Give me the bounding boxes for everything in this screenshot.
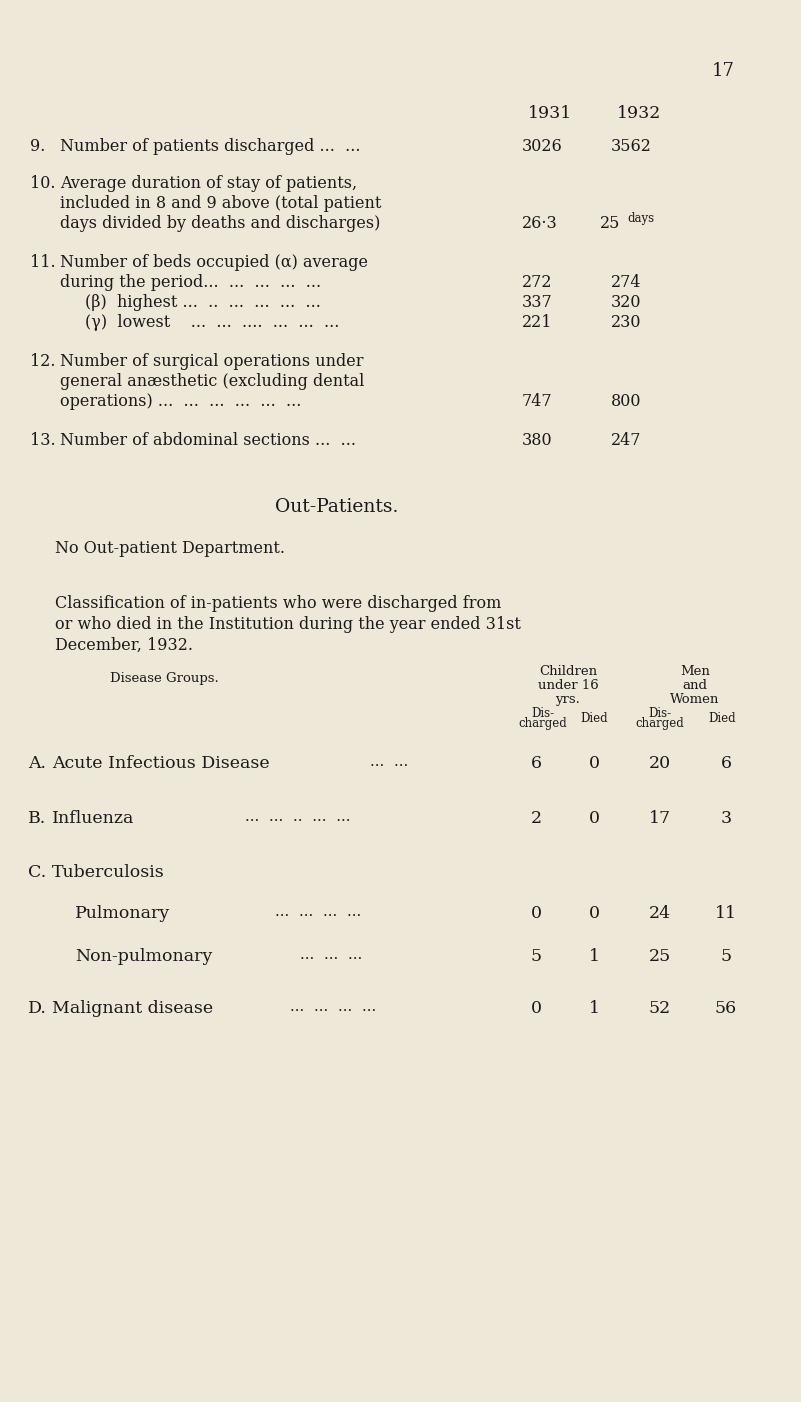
Text: B.: B. (28, 810, 46, 827)
Text: Dis-: Dis- (649, 707, 671, 721)
Text: Men: Men (680, 665, 710, 679)
Text: under 16: under 16 (537, 679, 598, 693)
Text: 25: 25 (649, 948, 671, 965)
Text: No Out-patient Department.: No Out-patient Department. (55, 540, 285, 557)
Text: Number of patients discharged ...  ...: Number of patients discharged ... ... (60, 137, 360, 156)
Text: 5: 5 (720, 948, 731, 965)
Text: 56: 56 (715, 1000, 737, 1016)
Text: Pulmonary: Pulmonary (75, 906, 171, 923)
Text: days: days (627, 212, 654, 224)
Text: 5: 5 (530, 948, 541, 965)
Text: charged: charged (518, 716, 567, 730)
Text: 337: 337 (522, 294, 553, 311)
Text: Acute Infectious Disease: Acute Infectious Disease (52, 756, 270, 773)
Text: (γ)  lowest    ...  ...  ....  ...  ...  ...: (γ) lowest ... ... .... ... ... ... (85, 314, 340, 331)
Text: C.: C. (28, 864, 46, 880)
Text: (β)  highest ...  ..  ...  ...  ...  ...: (β) highest ... .. ... ... ... ... (85, 294, 321, 311)
Text: 747: 747 (522, 393, 553, 409)
Text: Died: Died (708, 712, 736, 725)
Text: yrs.: yrs. (556, 693, 581, 707)
Text: 1931: 1931 (528, 105, 572, 122)
Text: 20: 20 (649, 756, 671, 773)
Text: 11: 11 (715, 906, 737, 923)
Text: 17: 17 (649, 810, 671, 827)
Text: 320: 320 (611, 294, 642, 311)
Text: Malignant disease: Malignant disease (52, 1000, 213, 1016)
Text: Tuberculosis: Tuberculosis (52, 864, 165, 880)
Text: 380: 380 (522, 432, 553, 449)
Text: Number of beds occupied (α) average: Number of beds occupied (α) average (60, 254, 368, 271)
Text: 2: 2 (530, 810, 541, 827)
Text: Classification of in-patients who were discharged from: Classification of in-patients who were d… (55, 594, 501, 613)
Text: 17: 17 (712, 62, 735, 80)
Text: and: and (682, 679, 707, 693)
Text: 0: 0 (589, 906, 599, 923)
Text: 0: 0 (530, 1000, 541, 1016)
Text: Disease Groups.: Disease Groups. (110, 672, 219, 686)
Text: 3026: 3026 (522, 137, 563, 156)
Text: 1: 1 (589, 1000, 599, 1016)
Text: Number of surgical operations under: Number of surgical operations under (60, 353, 364, 370)
Text: Died: Died (580, 712, 608, 725)
Text: Dis-: Dis- (531, 707, 554, 721)
Text: 26·3: 26·3 (522, 215, 557, 231)
Text: 10.: 10. (30, 175, 55, 192)
Text: 0: 0 (530, 906, 541, 923)
Text: ...  ...  ...: ... ... ... (300, 948, 362, 962)
Text: 11.: 11. (30, 254, 55, 271)
Text: 3: 3 (720, 810, 731, 827)
Text: 25: 25 (600, 215, 621, 231)
Text: Women: Women (670, 693, 719, 707)
Text: ...  ...  ...  ...: ... ... ... ... (275, 906, 361, 918)
Text: 1: 1 (589, 948, 599, 965)
Text: Non-pulmonary: Non-pulmonary (75, 948, 212, 965)
Text: A.: A. (28, 756, 46, 773)
Text: 0: 0 (589, 810, 599, 827)
Text: general anæsthetic (excluding dental: general anæsthetic (excluding dental (60, 373, 364, 390)
Text: December, 1932.: December, 1932. (55, 637, 193, 653)
Text: 6: 6 (721, 756, 731, 773)
Text: 247: 247 (611, 432, 642, 449)
Text: 272: 272 (522, 273, 553, 292)
Text: operations) ...  ...  ...  ...  ...  ...: operations) ... ... ... ... ... ... (60, 393, 301, 409)
Text: ...  ...: ... ... (370, 756, 409, 770)
Text: charged: charged (636, 716, 684, 730)
Text: 6: 6 (530, 756, 541, 773)
Text: 3562: 3562 (611, 137, 652, 156)
Text: Out-Patients.: Out-Patients. (275, 498, 398, 516)
Text: 13.: 13. (30, 432, 55, 449)
Text: 24: 24 (649, 906, 671, 923)
Text: 230: 230 (611, 314, 642, 331)
Text: during the period...  ...  ...  ...  ...: during the period... ... ... ... ... (60, 273, 321, 292)
Text: D.: D. (28, 1000, 47, 1016)
Text: 1932: 1932 (617, 105, 662, 122)
Text: 221: 221 (522, 314, 553, 331)
Text: Average duration of stay of patients,: Average duration of stay of patients, (60, 175, 357, 192)
Text: 0: 0 (589, 756, 599, 773)
Text: Influenza: Influenza (52, 810, 135, 827)
Text: Number of abdominal sections ...  ...: Number of abdominal sections ... ... (60, 432, 356, 449)
Text: included in 8 and 9 above (total patient: included in 8 and 9 above (total patient (60, 195, 381, 212)
Text: 800: 800 (611, 393, 642, 409)
Text: Children: Children (539, 665, 597, 679)
Text: 52: 52 (649, 1000, 671, 1016)
Text: 12.: 12. (30, 353, 55, 370)
Text: days divided by deaths and discharges): days divided by deaths and discharges) (60, 215, 380, 231)
Text: or who died in the Institution during the year ended 31st: or who died in the Institution during th… (55, 615, 521, 632)
Text: ...  ...  ..  ...  ...: ... ... .. ... ... (245, 810, 351, 824)
Text: ...  ...  ...  ...: ... ... ... ... (290, 1000, 376, 1014)
Text: 274: 274 (611, 273, 642, 292)
Text: 9.: 9. (30, 137, 46, 156)
